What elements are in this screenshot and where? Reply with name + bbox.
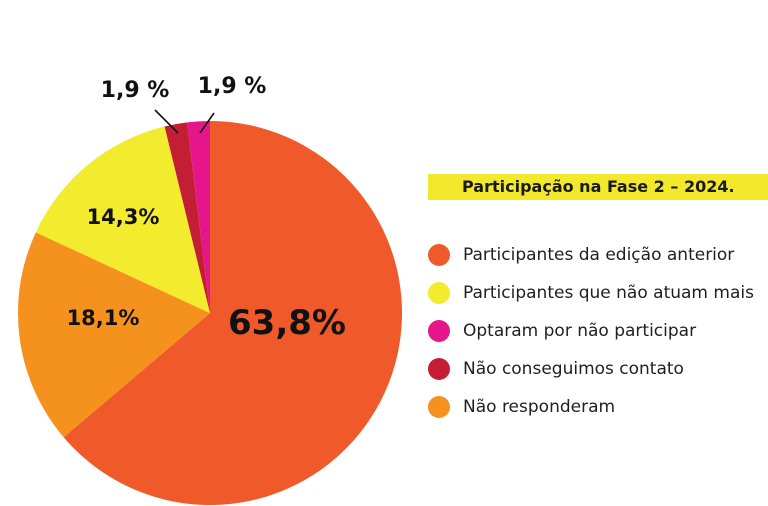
slice-value-label: 1,9 % xyxy=(101,78,170,103)
legend-item-participantes-nao-atuam: Participantes que não atuam mais xyxy=(428,274,768,312)
slice-value-label: 18,1% xyxy=(67,306,140,330)
legend-item-optaram-nao-participar: Optaram por não participar xyxy=(428,312,768,350)
legend-item-nao-responderam: Não responderam xyxy=(428,388,768,426)
legend-label: Participantes que não atuam mais xyxy=(463,283,754,303)
legend-swatch xyxy=(428,244,450,266)
slice-value-label: 1,9 % xyxy=(198,74,267,99)
slice-value-label: 63,8% xyxy=(228,303,346,343)
pie-slice xyxy=(164,122,210,314)
legend-item-nao-conseguimos-contato: Não conseguimos contato xyxy=(428,350,768,388)
legend-label: Optaram por não participar xyxy=(463,321,697,341)
leader-line xyxy=(199,112,215,134)
legend-label: Participantes da edição anterior xyxy=(463,245,735,265)
legend-swatch xyxy=(428,282,450,304)
legend-swatch xyxy=(428,320,450,342)
pie-slice xyxy=(187,121,210,313)
legend-swatch xyxy=(428,396,450,418)
legend-title: Participação na Fase 2 – 2024. xyxy=(428,174,768,200)
legend-item-participantes-edicao-anterior: Participantes da edição anterior xyxy=(428,236,768,274)
pie-slice xyxy=(17,232,211,438)
legend-label: Não conseguimos contato xyxy=(463,359,684,379)
legend: Participantes da edição anterior Partici… xyxy=(428,236,768,426)
leader-line xyxy=(154,109,179,134)
pie-slice xyxy=(63,121,403,506)
slice-value-label: 14,3% xyxy=(87,205,160,229)
legend-label: Não responderam xyxy=(463,397,616,417)
legend-swatch xyxy=(428,358,450,380)
pie-slice xyxy=(35,126,211,313)
